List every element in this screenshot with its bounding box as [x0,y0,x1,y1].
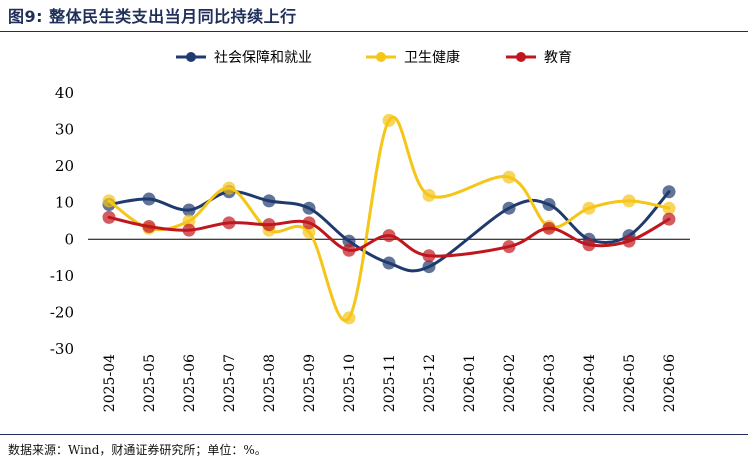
data-point [222,181,236,195]
data-point [582,238,596,252]
y-tick-label: 0 [64,230,74,248]
data-point [302,225,316,239]
data-point [582,201,596,215]
x-tick-label: 2025-11 [382,354,398,412]
data-point [422,188,436,202]
x-tick-label: 2025-04 [102,354,118,412]
data-point [142,192,156,206]
legend-item-2: 卫生健康 [366,49,460,66]
data-point [262,218,276,232]
x-tick-label: 2026-04 [582,354,598,412]
x-tick-label: 2026-06 [662,354,678,412]
data-point [542,221,556,235]
footer-rule [0,434,748,435]
x-tick-label: 2026-01 [462,354,478,412]
data-point [542,198,556,212]
legend-marker [376,52,386,62]
y-tick-label: -20 [50,303,74,321]
title-rule [0,31,748,32]
data-point [342,234,356,248]
legend-label: 社会保障和就业 [214,50,312,66]
y-tick-label: 40 [55,84,74,102]
data-point [102,194,116,208]
x-tick-label: 2026-03 [542,354,558,412]
series-group [102,113,676,325]
data-point [182,214,196,228]
legend: 社会保障和就业 卫生健康 教育 [176,49,572,66]
data-point [382,113,396,127]
series-2 [102,113,676,325]
legend-label: 卫生健康 [404,49,460,66]
data-point [302,216,316,230]
data-point [502,240,516,254]
x-tick-label: 2025-12 [422,354,438,412]
data-point [382,256,396,270]
data-point [662,201,676,215]
source-note: 数据来源：Wind，财通证券研究所；单位：%。 [8,443,267,457]
x-axis: 2025-04 2025-05 2025-06 2025-07 2025-08 2025-… [88,238,690,412]
data-point [142,219,156,233]
y-tick-label: 30 [55,121,74,139]
data-point [182,223,196,237]
data-point [102,210,116,224]
series-3 [102,210,676,263]
x-tick-label: 2025-08 [262,354,278,412]
y-axis: 40 30 20 10 0 -10 -20 -30 [50,84,74,358]
data-point [262,194,276,208]
data-point [422,249,436,263]
data-point [422,260,436,274]
legend-label: 教育 [544,50,572,66]
x-tick-label: 2025-07 [222,354,238,412]
y-tick-label: 10 [55,194,74,212]
x-tick-label: 2025-06 [182,354,198,412]
series-line [107,115,671,322]
chart-title: 图9: 整体民生类支出当月同比持续上行 [8,7,297,26]
data-point [222,216,236,230]
x-tick-label: 2026-05 [622,354,638,412]
line-chart: 社会保障和就业 卫生健康 教育 40 30 20 10 0 -10 -20 -30 2025-04… [50,49,690,412]
y-tick-label: -30 [50,340,74,358]
y-tick-label: -10 [50,267,74,285]
x-tick-label: 2025-09 [302,354,318,412]
x-tick-label: 2025-05 [142,354,158,412]
data-point [622,234,636,248]
data-point [342,311,356,325]
legend-marker [186,52,196,62]
data-point [662,212,676,226]
legend-item-3: 教育 [506,50,572,66]
data-point [302,201,316,215]
data-point [342,243,356,257]
data-point [502,201,516,215]
data-point [382,229,396,243]
x-tick-label: 2025-10 [342,354,358,412]
y-tick-label: 20 [55,157,74,175]
data-point [182,203,196,217]
data-point [662,185,676,199]
legend-marker [516,52,526,62]
x-tick-label: 2026-02 [502,354,518,412]
data-point [502,170,516,184]
data-point [622,194,636,208]
legend-item-1: 社会保障和就业 [176,50,312,66]
